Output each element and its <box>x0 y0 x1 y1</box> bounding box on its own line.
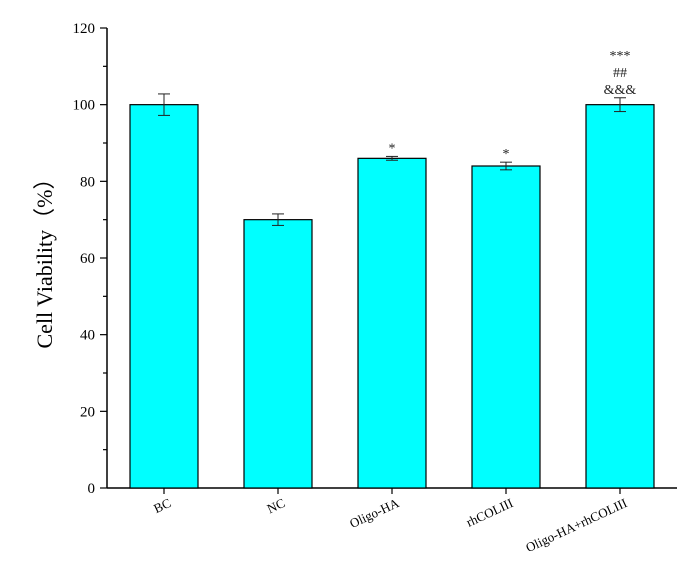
category-label: BC <box>151 495 173 516</box>
y-axis-label: Cell Viability（%） <box>32 168 57 349</box>
significance-marker: *** <box>610 49 631 64</box>
bar-rhcoliii <box>471 165 541 489</box>
y-tick-label: 20 <box>80 404 95 420</box>
significance-marker: * <box>503 147 510 162</box>
category-label: Oligo-HA <box>347 495 402 531</box>
significance-marker: &&& <box>604 83 637 98</box>
category-label: NC <box>265 495 288 516</box>
bar-oligo-ha <box>357 157 427 489</box>
y-tick-label: 60 <box>80 251 95 267</box>
bar-nc <box>243 219 313 489</box>
category-label: rhCOLIII <box>464 495 515 530</box>
significance-marker: * <box>389 141 396 156</box>
bar-oligo-ha-rhcoliii <box>585 104 655 489</box>
y-tick-label: 100 <box>73 98 96 114</box>
plot-area: 0 20 40 60 80 100 120 BC NC * Oligo-HA * rhCOLIII ***… <box>73 21 677 555</box>
category-label: Oligo-HA+rhCOLIII <box>523 495 629 555</box>
y-tick-label: 0 <box>88 481 96 497</box>
y-tick-label: 40 <box>80 328 95 344</box>
significance-marker: ## <box>613 66 627 81</box>
bar-bc <box>129 104 199 489</box>
y-tick-label: 80 <box>80 174 95 190</box>
y-tick-label: 120 <box>73 21 96 37</box>
